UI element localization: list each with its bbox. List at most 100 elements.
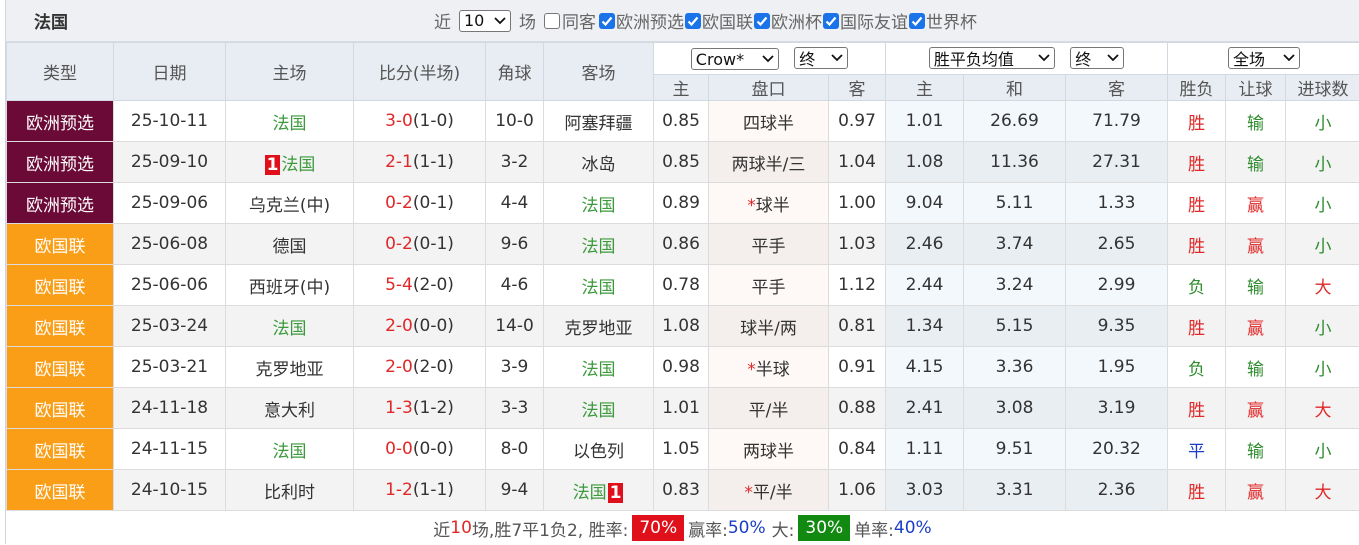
period-select[interactable]: 全场 (1228, 47, 1300, 69)
cell: 1.08 (886, 142, 964, 183)
col-header: 角球 (486, 43, 544, 101)
cell: 1.05 (654, 429, 709, 470)
checkbox[interactable] (685, 13, 701, 29)
league-filter[interactable]: 世界杯 (926, 8, 977, 33)
col-header: 主场 (226, 43, 354, 101)
cell: 小 (1286, 224, 1359, 265)
chevron (494, 17, 506, 25)
stage-select[interactable]: 终 (1070, 47, 1124, 69)
recent-select[interactable]: 10 (459, 10, 511, 32)
handicap: 半球 (756, 360, 790, 380)
avg-header: 胜平负均值 终 (886, 43, 1168, 75)
team-name: 法国 (281, 155, 315, 175)
period: 全场 (1233, 46, 1265, 70)
summary-record: 场,胜7平1负2, 胜率: (472, 516, 628, 541)
odd-rate: 40% (894, 518, 932, 538)
cell: 4-6 (486, 265, 544, 306)
cell: 2.46 (886, 224, 964, 265)
cell: 1.12 (829, 265, 886, 306)
cell: 14-0 (486, 306, 544, 347)
half-score: (2-0) (413, 275, 454, 295)
cell: 2-1(1-1) (354, 142, 486, 183)
cell: 胜 (1168, 306, 1226, 347)
over-label: 大: (772, 516, 795, 541)
cell: 平/半 (709, 388, 829, 429)
cell: 1.11 (886, 429, 964, 470)
cell: 冰岛 (544, 142, 654, 183)
cell: 9-4 (486, 470, 544, 511)
team-name: 法国 (582, 237, 616, 257)
half-score: (0-1) (413, 193, 454, 213)
cell: 24-11-18 (114, 388, 226, 429)
cell: 2-0(2-0) (354, 347, 486, 388)
cell: 5-4(2-0) (354, 265, 486, 306)
cell: 法国 (544, 388, 654, 429)
checkbox[interactable] (909, 13, 925, 29)
cell: 9.04 (886, 183, 964, 224)
checkbox[interactable] (599, 13, 615, 29)
cell: 0.81 (829, 306, 886, 347)
cell: 意大利 (226, 388, 354, 429)
cell: 欧国联 (7, 306, 114, 347)
handicap: 球半 (756, 196, 790, 216)
cell: 0.85 (654, 101, 709, 142)
league-filter[interactable]: 国际友谊 (840, 8, 908, 33)
avg-select[interactable]: 胜平负均值 (929, 47, 1055, 69)
cell: 3.19 (1066, 388, 1168, 429)
col-header: 比分(半场) (354, 43, 486, 101)
sub-header: 盘口 (709, 75, 829, 101)
cell: 输 (1226, 101, 1286, 142)
cell: 1-3(1-2) (354, 388, 486, 429)
check (910, 14, 924, 28)
league-filter[interactable]: 欧洲杯 (771, 8, 822, 33)
cell: 胜 (1168, 101, 1226, 142)
cell: 1.04 (829, 142, 886, 183)
cell: 胜 (1168, 470, 1226, 511)
cell: 0.89 (654, 183, 709, 224)
cell: 1.34 (886, 306, 964, 347)
checkbox[interactable] (754, 13, 770, 29)
col-header: 日期 (114, 43, 226, 101)
cell: 大 (1286, 388, 1359, 429)
cell: 胜 (1168, 388, 1226, 429)
cover-label: 赢率: (688, 516, 728, 541)
cell: 0.97 (829, 101, 886, 142)
cell: 输 (1226, 429, 1286, 470)
company-select[interactable]: Crow* (691, 48, 779, 70)
league-filters: 欧洲预选欧国联欧洲杯国际友谊世界杯 (596, 8, 977, 33)
rank-badge: 1 (608, 483, 624, 503)
team-name: 克罗地亚 (256, 360, 324, 380)
league-filter[interactable]: 欧国联 (702, 8, 753, 33)
checkbox[interactable] (544, 13, 560, 29)
chevron (831, 54, 843, 62)
cell: 欧国联 (7, 429, 114, 470)
cell: 负 (1168, 265, 1226, 306)
cell: 法国 (544, 224, 654, 265)
cell: 0.98 (654, 347, 709, 388)
rank-badge: 1 (265, 155, 281, 175)
cell: 0.83 (654, 470, 709, 511)
stage-select[interactable]: 终 (794, 47, 848, 69)
cell: 3.31 (964, 470, 1066, 511)
league-filter[interactable]: 欧洲预选 (616, 8, 684, 33)
cell: 25-03-21 (114, 347, 226, 388)
half-score: (1-1) (413, 152, 454, 172)
checkbox[interactable] (823, 13, 839, 29)
col-header: 类型 (7, 43, 114, 101)
half-score: (0-0) (413, 439, 454, 459)
team-title: 法国 (34, 8, 68, 33)
sub-header: 客 (1066, 75, 1168, 101)
cell: 输 (1226, 142, 1286, 183)
score: 0-0 (385, 439, 413, 459)
cell: 1.06 (829, 470, 886, 511)
panel: 法国 近 10 场 同客 欧洲预选欧国联欧洲杯国际友谊世界杯 类型 日期 主场 … (5, 0, 1359, 544)
sub-header: 主 (654, 75, 709, 101)
cell: 0.85 (654, 142, 709, 183)
same-opponent[interactable]: 同客 (562, 8, 596, 33)
cell: 71.79 (1066, 101, 1168, 142)
cell: 3-9 (486, 347, 544, 388)
cell: 26.69 (964, 101, 1066, 142)
cell: 法国 (544, 347, 654, 388)
